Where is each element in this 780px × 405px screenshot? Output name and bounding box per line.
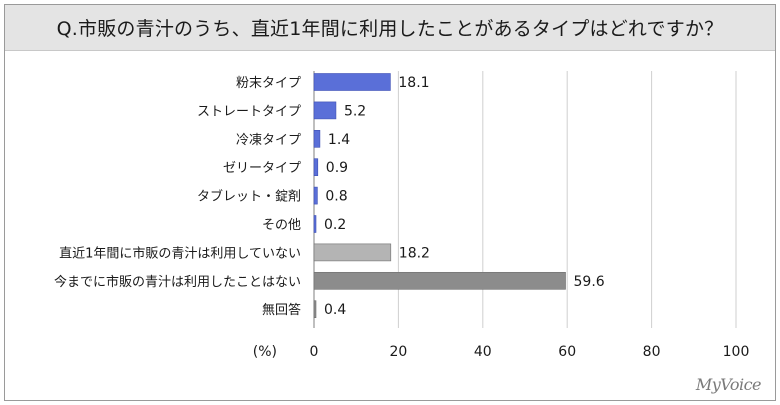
chart-frame: Q.市販の青汁のうち、直近1年間に利用したことがあるタイプはどれですか？ 粉末タ… [4, 4, 776, 401]
bar [313, 73, 391, 91]
bar [313, 158, 319, 176]
category-label: ストレートタイプ [197, 104, 301, 119]
bars [313, 73, 566, 319]
value-labels: 18.1 5.2 1.4 0.9 0.8 0.2 18.2 59.6 0.4 [324, 75, 605, 318]
value-label: 59.6 [574, 274, 605, 290]
bar [313, 271, 566, 290]
value-label: 18.1 [398, 75, 429, 91]
unit-label: (%) [253, 344, 277, 360]
x-axis-ticks: 0 20 40 60 80 100 (%) [253, 344, 750, 360]
value-label: 0.8 [325, 189, 347, 205]
x-tick-label: 80 [643, 344, 661, 360]
value-label: 1.4 [328, 132, 350, 148]
bar [313, 186, 318, 205]
value-label: 0.2 [324, 217, 346, 233]
category-label: 粉末タイプ [236, 76, 301, 91]
category-label: 無回答 [262, 302, 301, 318]
bar [313, 243, 392, 262]
category-label: 今までに市販の青汁は利用したことはない [54, 274, 301, 290]
x-tick-label: 40 [474, 344, 492, 360]
x-tick-label: 60 [558, 344, 576, 360]
bar [313, 130, 321, 148]
title-bar: Q.市販の青汁のうち、直近1年間に利用したことがあるタイプはどれですか？ [5, 5, 775, 51]
value-label: 5.2 [344, 103, 366, 119]
bar [313, 101, 337, 120]
brand-logo: MyVoice [695, 375, 762, 394]
x-tick-label: 0 [310, 344, 319, 360]
bar [313, 300, 317, 319]
category-label: タブレット・錠剤 [197, 189, 301, 205]
bar-chart: 粉末タイプストレートタイプ冷凍タイプゼリータイプタブレット・錠剤その他直近1年間… [54, 71, 750, 360]
x-tick-label: 20 [389, 344, 407, 360]
category-labels: 粉末タイプストレートタイプ冷凍タイプゼリータイプタブレット・錠剤その他直近1年間… [54, 76, 301, 318]
category-label: 冷凍タイプ [236, 132, 301, 148]
value-label: 18.2 [399, 245, 430, 261]
category-label: ゼリータイプ [223, 161, 301, 176]
category-label: その他 [262, 218, 301, 233]
bar [313, 215, 317, 233]
value-label: 0.9 [326, 160, 348, 176]
chart-title: Q.市販の青汁のうち、直近1年間に利用したことがあるタイプはどれですか？ [56, 18, 724, 40]
value-label: 0.4 [324, 302, 346, 318]
x-tick-label: 100 [723, 344, 750, 360]
category-label: 直近1年間に市販の青汁は利用していない [59, 245, 301, 261]
